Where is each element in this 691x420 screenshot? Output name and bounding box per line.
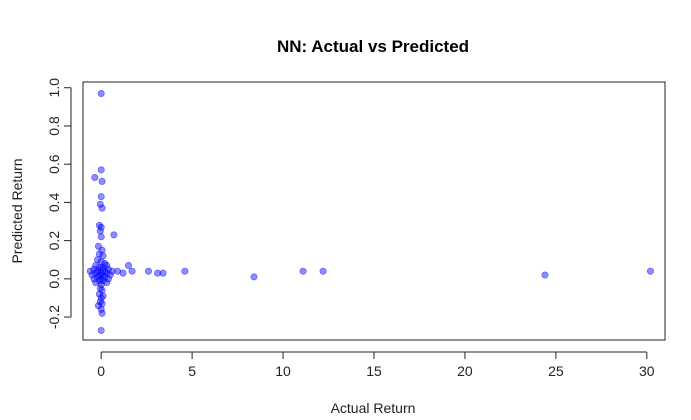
data-point [98,246,106,254]
data-point [159,269,167,277]
data-point [104,275,112,283]
data-point [103,279,111,287]
data-point [319,267,327,275]
x-axis: 0 5 10 15 20 25 30 [97,351,655,379]
data-point [94,302,102,310]
y-tick-label: 0.6 [46,154,62,174]
data-point [94,242,102,250]
x-tick-label: 10 [275,363,291,379]
data-point [108,267,116,275]
data-point [96,200,104,208]
data-point [250,273,258,281]
x-tick-label: 5 [188,363,196,379]
data-point [119,269,127,277]
data-point [97,166,105,174]
y-tick-label: 1.0 [46,78,62,98]
data-point [114,267,122,275]
data-point [97,193,105,201]
data-point [110,231,118,239]
data-point [97,326,105,334]
data-point [181,267,189,275]
data-point [128,267,136,275]
data-point [98,286,106,294]
chart-title: NN: Actual vs Predicted [277,37,469,56]
data-point [98,300,106,308]
data-point [95,277,103,285]
x-axis-label: Actual Return [331,400,416,416]
y-tick-label: 0.4 [46,192,62,212]
data-point [106,271,114,279]
plot-area-border [82,81,666,341]
data-point [90,275,98,283]
data-point [86,267,94,275]
data-point [97,233,105,241]
y-tick-label: 0.8 [46,116,62,136]
data-point [144,267,152,275]
y-tick-label: 0.2 [46,231,62,251]
y-tick-label: -0.2 [46,305,62,329]
y-axis: -0.2 0.0 0.2 0.4 0.6 0.8 1.0 [46,78,72,329]
data-point [99,252,107,260]
x-tick-label: 20 [457,363,473,379]
data-point [299,267,307,275]
x-tick-label: 30 [639,363,655,379]
data-point [91,174,99,182]
x-tick-label: 25 [548,363,564,379]
data-point [98,309,106,317]
data-point [98,204,106,212]
data-point [541,271,549,279]
x-tick-label: 0 [97,363,105,379]
y-axis-label: Predicted Return [9,158,25,263]
data-point [92,279,100,287]
data-point [96,227,104,235]
data-point [88,271,96,279]
data-point [97,89,105,97]
data-point [99,277,107,285]
y-tick-label: 0.0 [46,269,62,289]
data-point [98,177,106,185]
data-point [154,269,162,277]
data-point [646,267,654,275]
x-tick-label: 15 [366,363,382,379]
data-point [124,261,132,269]
data-points [86,89,654,334]
data-point [95,290,103,298]
